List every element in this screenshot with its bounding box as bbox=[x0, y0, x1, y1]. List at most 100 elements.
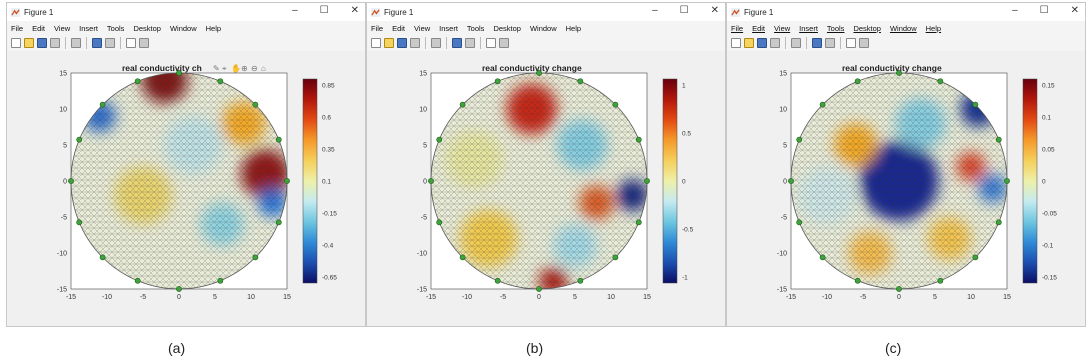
zoom-in-icon[interactable]: ⊕ bbox=[241, 64, 248, 73]
menu-view[interactable]: View bbox=[414, 23, 431, 33]
property-inspector-icon[interactable] bbox=[859, 38, 869, 48]
electrode-marker bbox=[819, 254, 826, 261]
electrode-marker bbox=[134, 78, 141, 85]
window-title: Figure 1 bbox=[384, 7, 414, 17]
fem-mesh bbox=[71, 73, 287, 289]
electrode-marker bbox=[644, 178, 650, 184]
menu-edit[interactable]: Edit bbox=[752, 23, 766, 33]
menu-window[interactable]: Window bbox=[169, 23, 197, 33]
minimize-icon[interactable]: – bbox=[292, 5, 298, 16]
menu-window[interactable]: Window bbox=[889, 23, 917, 33]
new-figure-icon[interactable] bbox=[11, 38, 21, 48]
menu-file[interactable]: File bbox=[371, 23, 384, 33]
edit-plot-icon[interactable]: ✎ bbox=[213, 64, 220, 73]
electrode-marker bbox=[176, 286, 182, 292]
menu-desktop[interactable]: Desktop bbox=[853, 23, 881, 33]
menu-help[interactable]: Help bbox=[205, 23, 222, 33]
minimize-icon[interactable]: – bbox=[652, 5, 658, 16]
y-tick-label: 0 bbox=[783, 179, 787, 186]
x-tick-label: 0 bbox=[537, 294, 541, 301]
print-icon[interactable] bbox=[410, 38, 420, 48]
link-plot-icon[interactable] bbox=[431, 38, 441, 48]
home-icon[interactable]: ⌂ bbox=[261, 64, 266, 73]
menu-view[interactable]: View bbox=[54, 23, 71, 33]
window-controls: – ☐ ✕ bbox=[652, 5, 719, 16]
open-file-icon[interactable] bbox=[24, 38, 34, 48]
menu-bar: File Edit View Insert Tools Desktop Wind… bbox=[727, 21, 1085, 35]
eit-plot[interactable]: real conductivity change -15 -10 -5 0 5 10 151… bbox=[367, 51, 725, 326]
electrode-marker bbox=[972, 254, 979, 261]
menu-help[interactable]: Help bbox=[565, 23, 582, 33]
menu-desktop[interactable]: Desktop bbox=[133, 23, 161, 33]
open-file-icon[interactable] bbox=[384, 38, 394, 48]
menu-tools[interactable]: Tools bbox=[466, 23, 485, 33]
insert-legend-icon[interactable] bbox=[825, 38, 835, 48]
toolbar-separator bbox=[65, 37, 66, 49]
insert-colorbar-icon[interactable] bbox=[92, 38, 102, 48]
x-tick-label: -5 bbox=[140, 294, 146, 301]
x-tick-label: -5 bbox=[860, 294, 866, 301]
insert-legend-icon[interactable] bbox=[465, 38, 475, 48]
insert-legend-icon[interactable] bbox=[105, 38, 115, 48]
insert-colorbar-icon[interactable] bbox=[812, 38, 822, 48]
eit-plot[interactable]: real conductivity change -15 -10 -5 0 5 10 151… bbox=[727, 51, 1085, 326]
electrode-marker bbox=[436, 136, 443, 143]
save-icon[interactable] bbox=[757, 38, 767, 48]
data-cursor-icon[interactable]: ⌖ bbox=[222, 64, 227, 73]
menu-desktop[interactable]: Desktop bbox=[493, 23, 521, 33]
print-icon[interactable] bbox=[50, 38, 60, 48]
property-inspector-icon[interactable] bbox=[139, 38, 149, 48]
caption-b: (b) bbox=[526, 340, 544, 356]
menu-insert[interactable]: Insert bbox=[799, 23, 818, 33]
menu-file[interactable]: File bbox=[731, 23, 744, 33]
menu-insert[interactable]: Insert bbox=[79, 23, 98, 33]
menu-edit[interactable]: Edit bbox=[392, 23, 406, 33]
maximize-icon[interactable]: ☐ bbox=[1039, 5, 1049, 16]
close-icon[interactable]: ✕ bbox=[350, 5, 359, 16]
maximize-icon[interactable]: ☐ bbox=[679, 5, 689, 16]
new-figure-icon[interactable] bbox=[731, 38, 741, 48]
menu-help[interactable]: Help bbox=[925, 23, 942, 33]
menu-view[interactable]: View bbox=[774, 23, 791, 33]
plot-area: real conductivity change -15 -10 -5 0 5 10 15 1… bbox=[367, 51, 725, 326]
y-tick-label: -10 bbox=[777, 251, 787, 258]
print-icon[interactable] bbox=[770, 38, 780, 48]
insert-colorbar-icon[interactable] bbox=[452, 38, 462, 48]
electrode-marker bbox=[99, 254, 106, 261]
maximize-icon[interactable]: ☐ bbox=[319, 5, 329, 16]
pan-icon[interactable]: ✋ bbox=[231, 63, 241, 73]
close-icon[interactable]: ✕ bbox=[710, 5, 719, 16]
electrode-marker bbox=[577, 78, 584, 85]
electrode-marker bbox=[796, 136, 803, 143]
minimize-icon[interactable]: – bbox=[1012, 5, 1018, 16]
menu-file[interactable]: File bbox=[11, 23, 24, 33]
colorbar bbox=[302, 78, 318, 284]
x-tick-label: 10 bbox=[247, 294, 255, 301]
property-inspector-icon[interactable] bbox=[499, 38, 509, 48]
menu-edit[interactable]: Edit bbox=[32, 23, 46, 33]
electrode-marker bbox=[896, 70, 902, 76]
matlab-icon bbox=[11, 7, 20, 17]
eit-plot[interactable]: real conductivity ch ✎ ⌖ ✋ ⊕ ⊖ ⌂ -15 -10 -… bbox=[7, 51, 365, 326]
zoom-out-icon[interactable]: ⊖ bbox=[251, 64, 258, 73]
caption-c: (c) bbox=[885, 340, 902, 356]
save-icon[interactable] bbox=[397, 38, 407, 48]
menu-tools[interactable]: Tools bbox=[826, 23, 845, 33]
link-plot-icon[interactable] bbox=[71, 38, 81, 48]
pointer-icon[interactable] bbox=[846, 38, 856, 48]
link-plot-icon[interactable] bbox=[791, 38, 801, 48]
menu-window[interactable]: Window bbox=[529, 23, 557, 33]
colorbar-tick-label: 0.5 bbox=[682, 131, 691, 138]
menu-tools[interactable]: Tools bbox=[106, 23, 125, 33]
new-figure-icon[interactable] bbox=[371, 38, 381, 48]
pointer-icon[interactable] bbox=[126, 38, 136, 48]
fem-mesh bbox=[431, 73, 647, 289]
menu-insert[interactable]: Insert bbox=[439, 23, 458, 33]
x-tick-label: 15 bbox=[1003, 294, 1011, 301]
save-icon[interactable] bbox=[37, 38, 47, 48]
electrode-marker bbox=[854, 78, 861, 85]
pointer-icon[interactable] bbox=[486, 38, 496, 48]
open-file-icon[interactable] bbox=[744, 38, 754, 48]
menu-bar: File Edit View Insert Tools Desktop Wind… bbox=[7, 21, 365, 35]
close-icon[interactable]: ✕ bbox=[1070, 5, 1079, 16]
